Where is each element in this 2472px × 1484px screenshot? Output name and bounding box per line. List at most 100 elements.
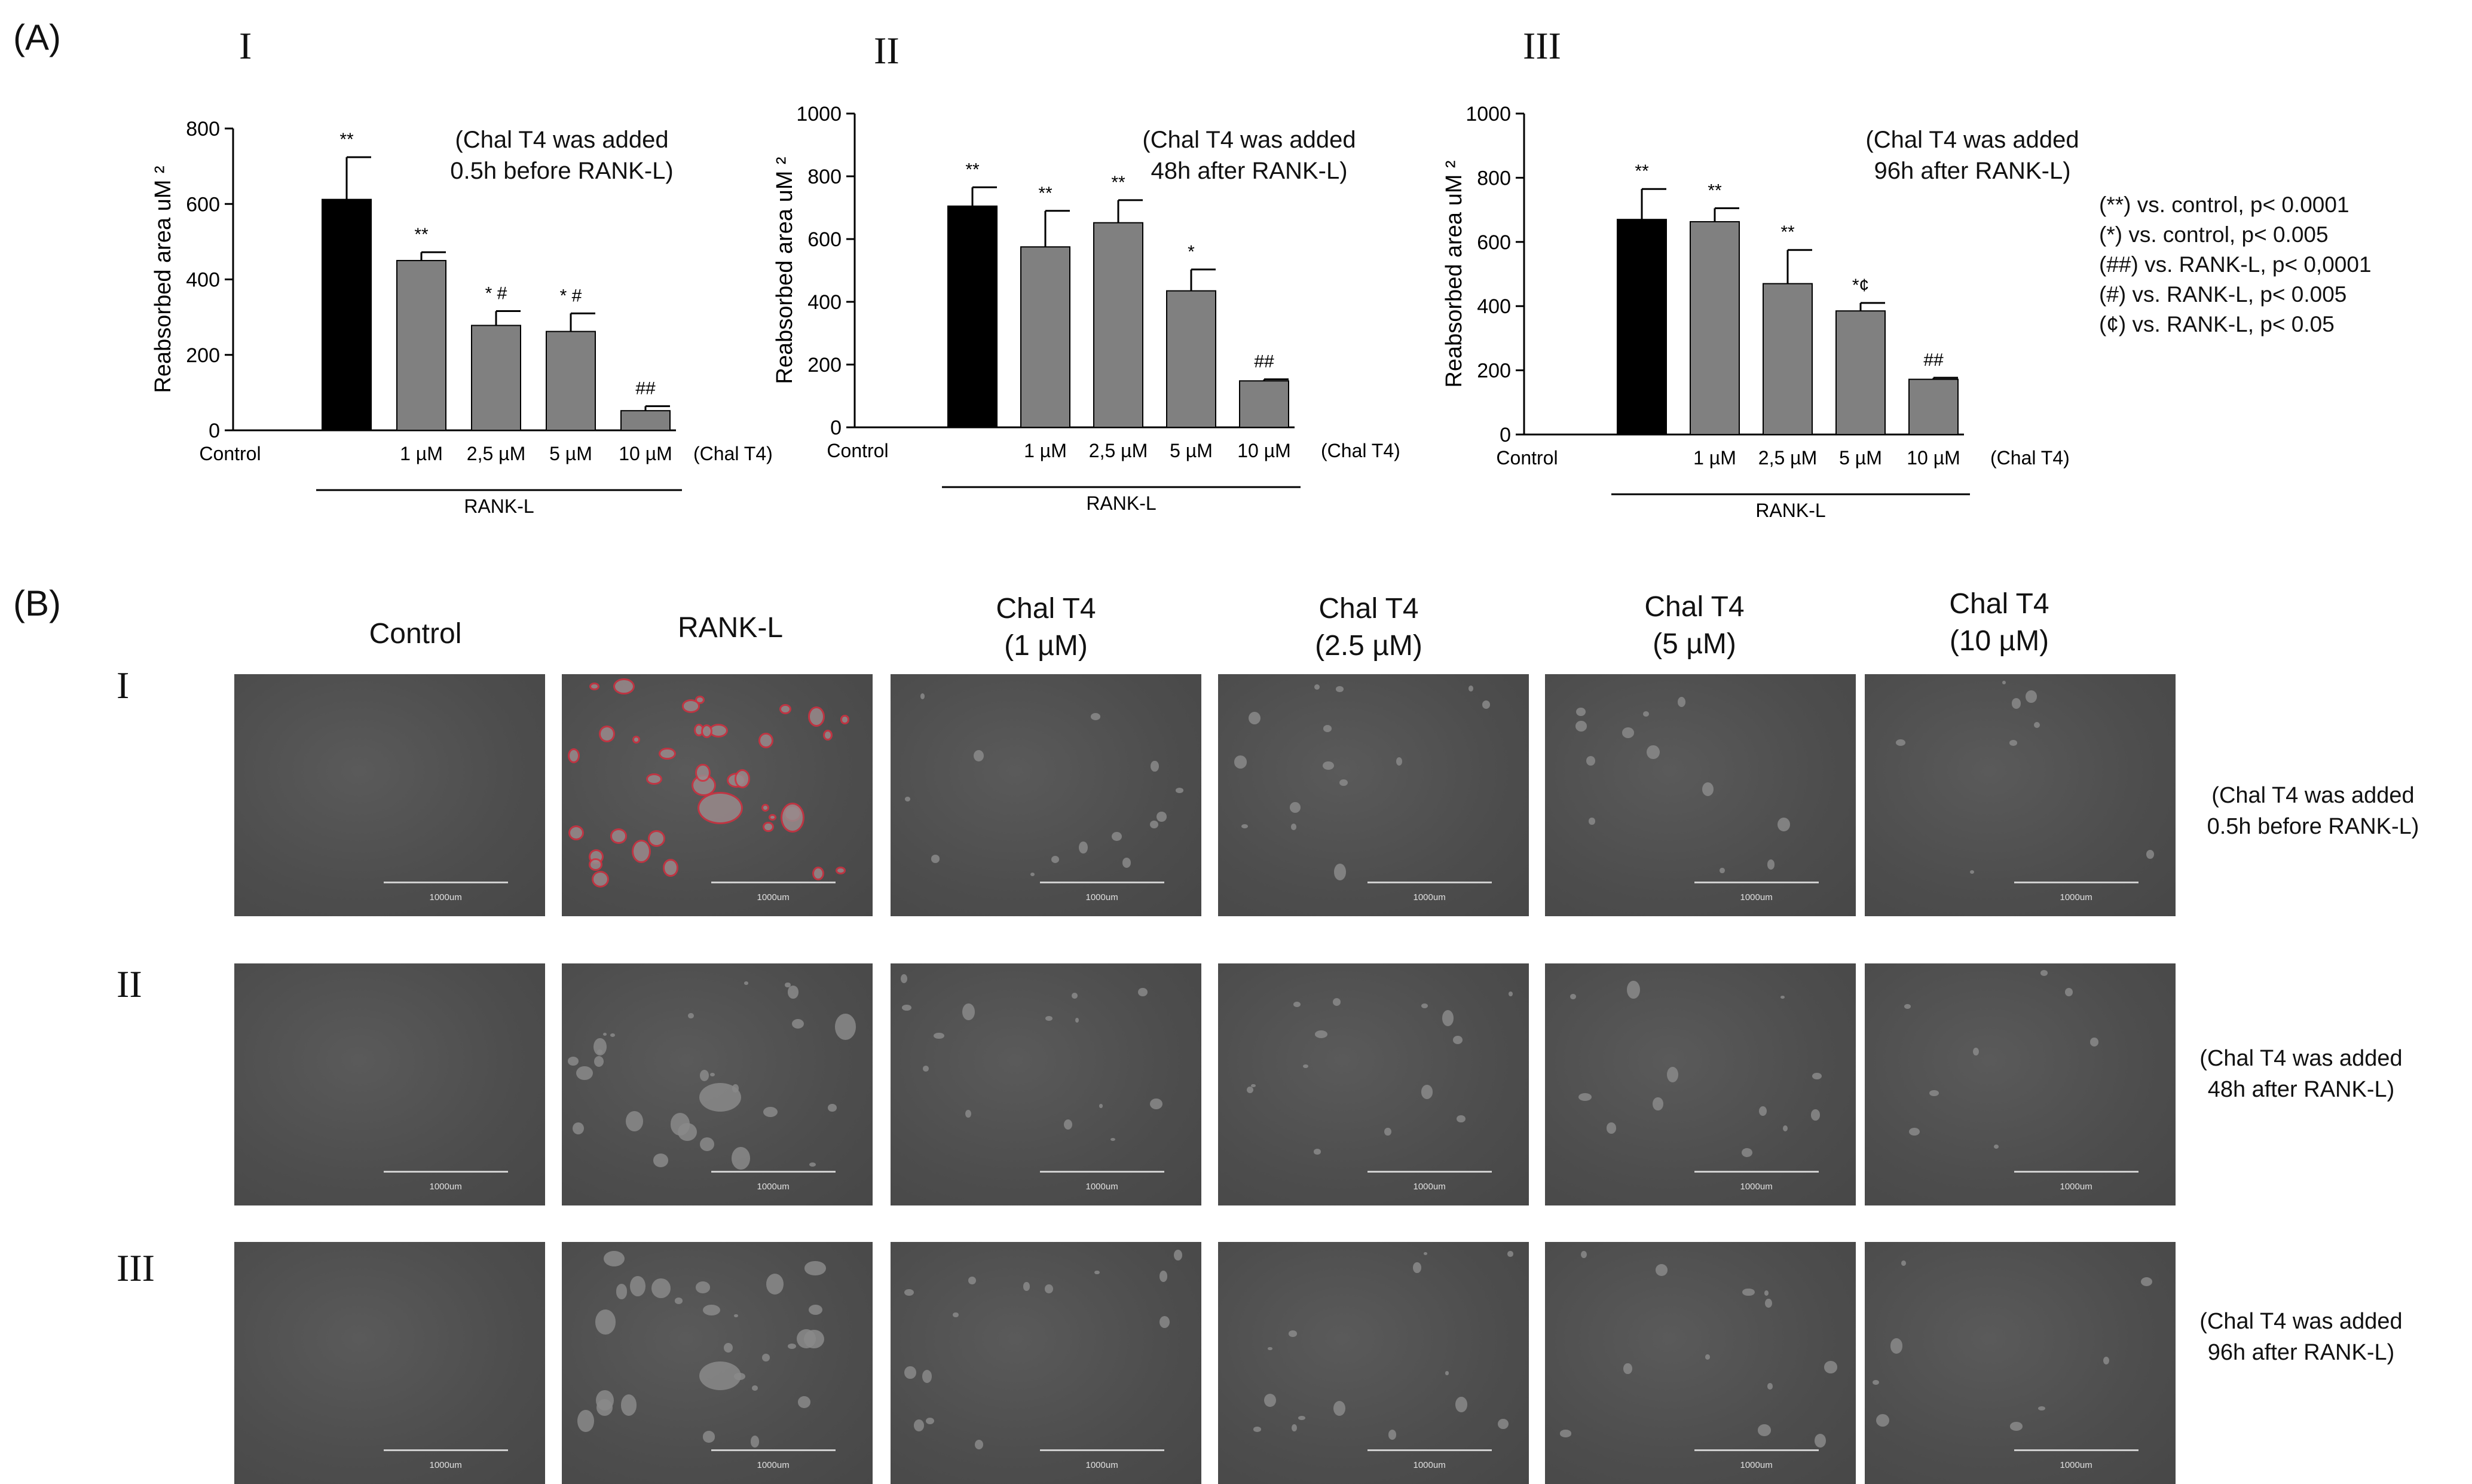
resorption-pit [1078, 841, 1088, 854]
y-tick-label: 1000 [796, 103, 842, 126]
resorption-pit [760, 735, 772, 746]
row-1-note-line-1: (Chal T4 was added [2211, 783, 2415, 808]
resorption-pit [1336, 686, 1344, 693]
resorption-pit [653, 1153, 669, 1167]
resorption-pit [699, 1083, 741, 1112]
resorption-pit [2040, 970, 2048, 977]
resorption-pit [1767, 859, 1775, 870]
resorption-pit [809, 1162, 816, 1167]
x-extra-label: (Chal T4) [693, 443, 773, 464]
scale-bar-label: 1000um [1085, 1460, 1118, 1470]
col-head-chal-25-line-1: Chal T4 [1318, 593, 1419, 625]
resorption-pit [1777, 818, 1790, 831]
resorption-pit [1298, 1415, 1305, 1420]
y-tick-label: 600 [186, 193, 220, 216]
resorption-pit [1388, 1429, 1397, 1440]
col-head-chal-1-line-2: (1 µM) [1004, 630, 1088, 662]
resorption-pit [1970, 870, 1975, 874]
significance-mark: ** [965, 160, 980, 179]
resorption-pit [1075, 1017, 1079, 1023]
resorption-pit [695, 725, 703, 735]
resorption-pit [1653, 1097, 1663, 1111]
resorption-pit [1497, 1418, 1509, 1430]
resorption-pit [1764, 1290, 1769, 1296]
resorption-pit [1264, 1394, 1277, 1407]
x-tick-label: 2,5 µM [467, 443, 525, 464]
resorption-pit [1333, 864, 1346, 880]
resorption-pit [1742, 1288, 1755, 1296]
y-tick-label: 0 [1500, 424, 1511, 446]
micrograph-tile: 1000um [1865, 963, 2176, 1205]
resorption-pit [2037, 1406, 2046, 1411]
col-head-chal-5: Chal T4 (5 µM) [1581, 589, 1808, 663]
scale-bar-label: 1000um [1085, 892, 1118, 902]
resorption-pit [591, 860, 601, 869]
micrograph-tile: 1000um [891, 674, 1201, 916]
resorption-pit [1112, 832, 1122, 842]
y-tick-label: 0 [830, 417, 842, 439]
x-tick-label: 5 µM [1839, 447, 1882, 469]
resorption-pit [1824, 1360, 1837, 1373]
bar [471, 325, 521, 432]
resorption-pit [968, 1277, 976, 1285]
scale-bar [1367, 1449, 1492, 1451]
micrograph-tile: 1000um [234, 1242, 545, 1484]
resorption-pit [1421, 1085, 1433, 1099]
y-tick-label: 400 [186, 269, 220, 292]
resorption-pit [1137, 987, 1148, 997]
chart-2-note-line-2: 48h after RANK-L) [1151, 158, 1348, 184]
row-2-note-line-2: 48h after RANK-L) [2207, 1077, 2395, 1102]
y-axis-label: Reabsorbed area uM ² [1442, 160, 1467, 387]
bar [1908, 378, 1959, 435]
row-3-roman: III [117, 1247, 155, 1289]
resorption-pit [570, 827, 583, 839]
resorption-pit [616, 1284, 628, 1299]
resorption-pit [610, 1033, 616, 1037]
resorption-pit [1323, 725, 1332, 733]
resorption-pit [1482, 700, 1491, 709]
resorption-pit [965, 1109, 972, 1118]
resorption-pit [678, 1123, 697, 1141]
resorption-pit [913, 1419, 925, 1432]
resorption-pit [1666, 1066, 1679, 1083]
significance-mark: ## [635, 379, 656, 399]
resorption-pit [699, 1069, 709, 1082]
resorption-pit [770, 815, 775, 819]
row-3-note-line-1: (Chal T4 was added [2199, 1309, 2403, 1334]
significance-mark: ** [1038, 183, 1053, 203]
panel-b-label: (B) [13, 583, 61, 623]
resorption-pit [1159, 1271, 1168, 1282]
x-tick-label: Control [199, 443, 261, 464]
resorption-pit [920, 693, 925, 699]
bar [1093, 222, 1143, 428]
bar [546, 331, 596, 431]
significance-mark: ** [1708, 180, 1722, 200]
resorption-pit [2009, 1421, 2023, 1431]
y-tick-label: 0 [209, 420, 220, 442]
resorption-pit [1973, 1048, 1979, 1056]
col-head-rankl-line-1: RANK-L [677, 612, 784, 644]
resorption-pit [1045, 1284, 1053, 1294]
significance-mark: ** [1111, 173, 1125, 192]
y-tick-label: 800 [1477, 167, 1511, 189]
resorption-pit [601, 727, 614, 741]
resorption-pit [900, 974, 907, 983]
resorption-pit [1586, 755, 1596, 766]
col-head-control: Control [302, 616, 529, 653]
resorption-pit [837, 868, 845, 873]
bar [947, 205, 998, 428]
resorption-pit [688, 1013, 694, 1019]
y-tick-label: 200 [186, 344, 220, 367]
resorption-pit [2011, 698, 2021, 709]
resorption-pit [702, 1304, 721, 1316]
resorption-pit [1507, 1251, 1513, 1257]
resorption-pit [1758, 1424, 1771, 1436]
resorption-pit [797, 1396, 811, 1408]
resorption-pit [782, 804, 803, 831]
resorption-pit [923, 1065, 929, 1072]
resorption-pit [2002, 681, 2006, 685]
resorption-pit [576, 1066, 593, 1081]
resorption-pit [1559, 1430, 1572, 1437]
resorption-pit [1581, 1251, 1587, 1259]
micrograph-tile: 1000um [1545, 674, 1856, 916]
